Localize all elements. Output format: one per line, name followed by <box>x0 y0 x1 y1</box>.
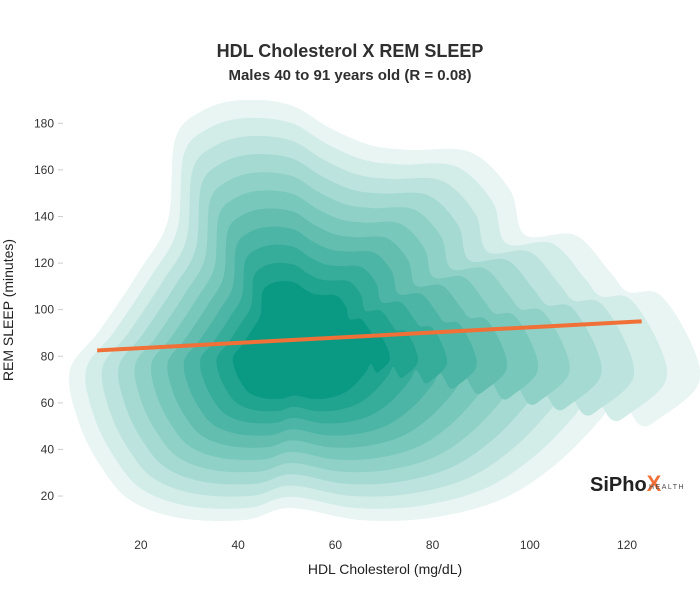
chart-subtitle: Males 40 to 91 years old (R = 0.08) <box>228 67 471 84</box>
x-axis-ticks: 20 40 60 80 100 120 <box>134 538 637 552</box>
x-tick-label: 100 <box>520 538 540 552</box>
y-tick-label: 40 <box>41 442 55 456</box>
trendline <box>97 319 642 353</box>
x-axis-label: HDL Cholesterol (mg/dL) <box>308 561 462 577</box>
y-axis-ticks: 20 40 60 80 100 120 140 160 180 <box>34 116 63 503</box>
x-tick-label: 60 <box>329 538 343 552</box>
logo-brand-prefix: SiPho <box>590 474 647 496</box>
logo-wordmark: SiPhoX <box>590 471 662 496</box>
y-tick-label: 100 <box>34 303 54 317</box>
x-tick-label: 40 <box>231 538 245 552</box>
y-axis-label: REM SLEEP (minutes) <box>0 239 16 381</box>
y-tick-label: 160 <box>34 163 54 177</box>
density-contours <box>68 100 700 521</box>
x-tick-label: 120 <box>617 538 637 552</box>
y-tick-label: 140 <box>34 209 54 223</box>
trendline-layer <box>97 319 642 353</box>
siphox-logo: SiPhoX HEALTH <box>590 471 685 496</box>
y-tick-label: 20 <box>41 489 55 503</box>
y-tick-label: 180 <box>34 116 54 130</box>
x-tick-label: 80 <box>426 538 440 552</box>
x-tick-label: 20 <box>134 538 148 552</box>
logo-brand-x: X <box>647 471 662 496</box>
y-tick-label: 60 <box>41 396 55 410</box>
logo-health: HEALTH <box>649 484 685 491</box>
chart-title: HDL Cholesterol X REM SLEEP <box>217 41 484 61</box>
y-tick-label: 120 <box>34 256 54 270</box>
y-tick-label: 80 <box>41 349 55 363</box>
